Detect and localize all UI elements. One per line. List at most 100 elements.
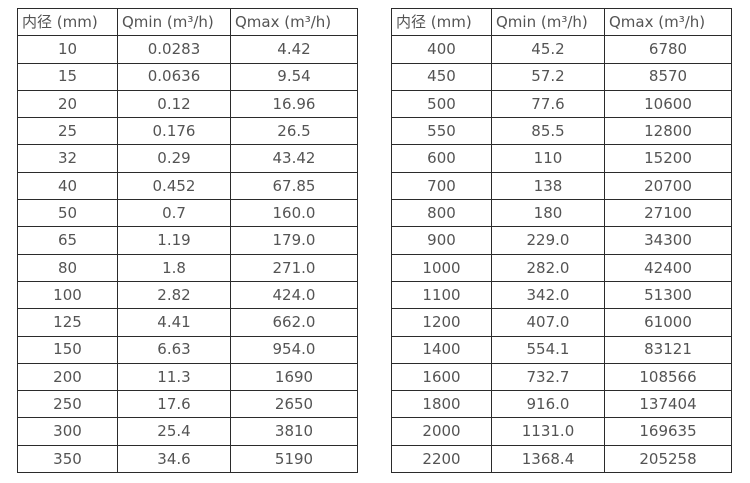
table-cell: 916.0 [491,390,605,419]
table-cell: 0.29 [117,144,231,173]
table-cell: 200 [17,362,118,392]
table-row: 1400 554.1 83121 [391,335,732,364]
table-cell: 4.42 [230,35,358,64]
table-row: 550 85.5 12800 [391,117,732,146]
table-cell: 43.42 [230,144,358,173]
table-cell: 500 [391,89,492,119]
table-row: 125 4.41 662.0 [17,308,358,337]
table-cell: 1200 [391,308,492,337]
table-cell: 67.85 [230,171,358,201]
flow-spec-tables: 内径 (mm) Qmin (m³/h) Qmax (m³/h) 10 0.0283… [17,7,732,474]
table-cell: 342.0 [491,280,605,310]
table-cell: 11.3 [117,362,231,392]
table-row: 1600 732.7 108566 [391,362,732,392]
table-cell: 554.1 [491,335,605,364]
table-cell: 16.96 [230,89,358,119]
table-cell: 5190 [230,444,358,474]
table-cell: 15200 [604,144,732,173]
table-cell: 25.4 [117,417,231,446]
table-cell: 179.0 [230,226,358,255]
table-cell: 1100 [391,280,492,310]
table-cell: 1400 [391,335,492,364]
table-cell: 61000 [604,308,732,337]
table-cell: 40 [17,171,118,201]
table-row: 500 77.6 10600 [391,89,732,119]
table-row: 300 25.4 3810 [17,417,358,446]
table-cell: 10600 [604,89,732,119]
table-row: 65 1.19 179.0 [17,226,358,255]
header-qmin: Qmin (m³/h) [117,7,231,37]
table-cell: 0.12 [117,89,231,119]
table-cell: 900 [391,226,492,255]
table-cell: 108566 [604,362,732,392]
table-cell: 2.82 [117,280,231,310]
table-cell: 100 [17,280,118,310]
table-cell: 4.41 [117,308,231,337]
table-row: 10 0.0283 4.42 [17,35,358,64]
table-cell: 0.176 [117,117,231,146]
table-cell: 50 [17,199,118,228]
table-cell: 0.0636 [117,62,231,91]
table-cell: 282.0 [491,253,605,282]
table-row: 450 57.2 8570 [391,62,732,91]
table-cell: 20700 [604,171,732,201]
flow-table-small-diameters: 内径 (mm) Qmin (m³/h) Qmax (m³/h) 10 0.0283… [17,7,358,474]
table-cell: 9.54 [230,62,358,91]
table-row: 800 180 27100 [391,199,732,228]
header-row: 内径 (mm) Qmin (m³/h) Qmax (m³/h) [17,7,358,37]
table-row: 900 229.0 34300 [391,226,732,255]
table-row: 150 6.63 954.0 [17,335,358,364]
table-body: 10 0.0283 4.42 15 0.0636 9.54 20 0.12 16.96 25 0.1… [17,35,358,474]
table-cell: 229.0 [491,226,605,255]
table-cell: 1800 [391,390,492,419]
header-qmax: Qmax (m³/h) [604,7,732,37]
table-row: 32 0.29 43.42 [17,144,358,173]
table-cell: 662.0 [230,308,358,337]
table-row: 2200 1368.4 205258 [391,444,732,474]
table-row: 1200 407.0 61000 [391,308,732,337]
table-cell: 424.0 [230,280,358,310]
table-cell: 400 [391,35,492,64]
table-cell: 2650 [230,390,358,419]
flow-table-large-diameters: 内径 (mm) Qmin (m³/h) Qmax (m³/h) 400 45.2 6… [391,7,732,474]
table-cell: 250 [17,390,118,419]
table-cell: 17.6 [117,390,231,419]
table-body: 400 45.2 6780 450 57.2 8570 500 77.6 10600 550 85.… [391,35,732,474]
header-qmin: Qmin (m³/h) [491,7,605,37]
table-cell: 34.6 [117,444,231,474]
table-row: 80 1.8 271.0 [17,253,358,282]
table-cell: 110 [491,144,605,173]
table-cell: 0.0283 [117,35,231,64]
header-inner-diameter: 内径 (mm) [17,7,118,37]
table-row: 2000 1131.0 169635 [391,417,732,446]
table-row: 600 110 15200 [391,144,732,173]
table-row: 40 0.452 67.85 [17,171,358,201]
table-row: 25 0.176 26.5 [17,117,358,146]
table-cell: 6780 [604,35,732,64]
table-cell: 1.8 [117,253,231,282]
table-cell: 83121 [604,335,732,364]
table-cell: 80 [17,253,118,282]
table-cell: 550 [391,117,492,146]
table-row: 50 0.7 160.0 [17,199,358,228]
table-cell: 65 [17,226,118,255]
table-cell: 1600 [391,362,492,392]
table-cell: 2200 [391,444,492,474]
table-row: 15 0.0636 9.54 [17,62,358,91]
table-row: 200 11.3 1690 [17,362,358,392]
table-cell: 0.452 [117,171,231,201]
table-row: 1000 282.0 42400 [391,253,732,282]
table-cell: 12800 [604,117,732,146]
table-cell: 800 [391,199,492,228]
table-row: 20 0.12 16.96 [17,89,358,119]
table-cell: 732.7 [491,362,605,392]
table-cell: 1131.0 [491,417,605,446]
table-row: 400 45.2 6780 [391,35,732,64]
table-cell: 34300 [604,226,732,255]
table-cell: 57.2 [491,62,605,91]
table-cell: 77.6 [491,89,605,119]
table-cell: 350 [17,444,118,474]
table-cell: 160.0 [230,199,358,228]
table-cell: 10 [17,35,118,64]
table-row: 250 17.6 2650 [17,390,358,419]
